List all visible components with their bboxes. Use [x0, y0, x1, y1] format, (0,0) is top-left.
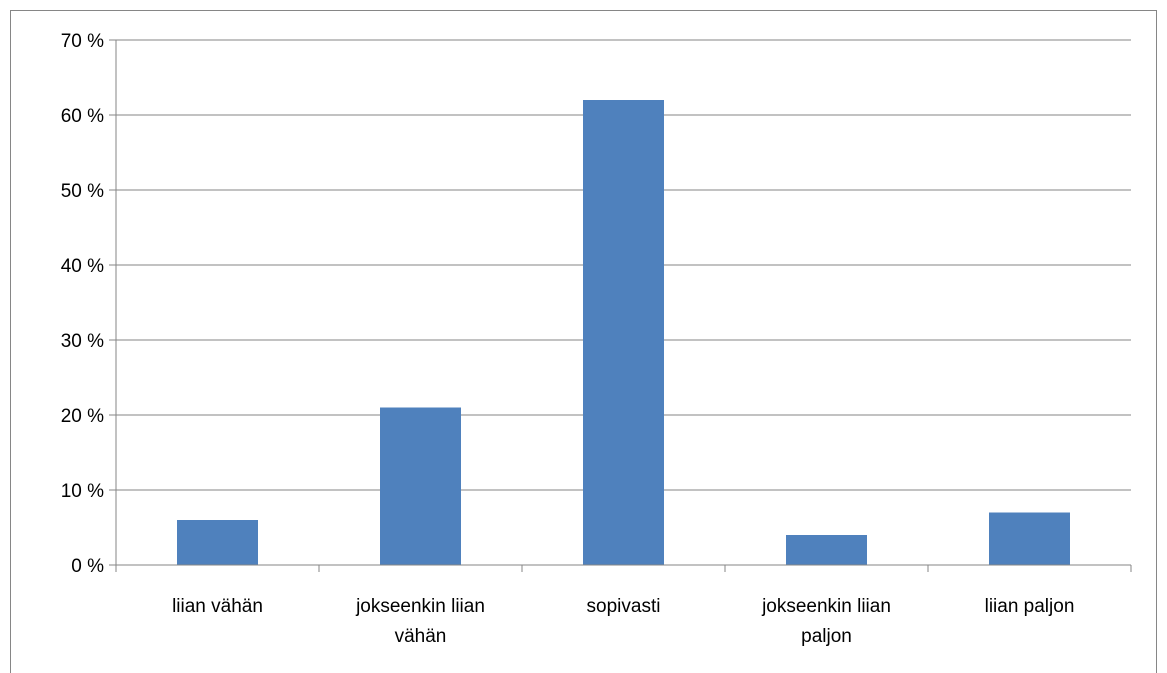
x-tick-label: liian paljon: [985, 596, 1075, 617]
y-tick-label: 10 %: [61, 481, 104, 502]
y-tick-label: 20 %: [61, 406, 104, 427]
bar: [989, 512, 1070, 565]
bars: [177, 100, 1070, 565]
y-tick-label: 40 %: [61, 256, 104, 277]
y-tick-label: 50 %: [61, 181, 104, 202]
y-tick-label: 30 %: [61, 331, 104, 352]
x-tick-labels: liian vähän jokseenkin liian vähän sopivast…: [172, 596, 1074, 647]
y-tick-label: 60 %: [61, 106, 104, 127]
axes: [115, 40, 1132, 572]
bar: [380, 407, 461, 565]
bar: [786, 535, 867, 565]
x-tick-label: jokseenkin liian vähän: [355, 596, 485, 647]
bar: [177, 520, 258, 565]
x-tick-label: jokseenkin liian paljon: [761, 596, 891, 647]
bar: [583, 100, 664, 565]
y-tick-label: 0 %: [71, 556, 104, 577]
x-tick-label: sopivasti: [587, 596, 661, 617]
y-tick-label: 70 %: [61, 31, 104, 52]
y-tick-labels: 0 % 10 % 20 % 30 % 40 % 50 % 60 % 70 %: [61, 31, 104, 577]
x-tick-label: liian vähän: [172, 596, 263, 617]
